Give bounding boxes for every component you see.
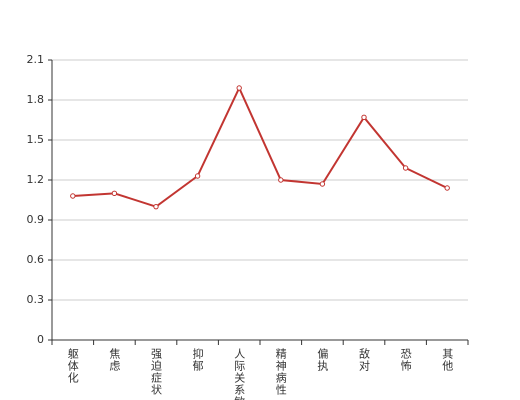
x-tick-label: 敌对 bbox=[358, 347, 371, 372]
x-tick-label: 其他 bbox=[441, 348, 454, 372]
point bbox=[111, 190, 118, 197]
y-tick-label: 0.6 bbox=[27, 253, 45, 266]
point bbox=[444, 185, 450, 191]
x-tick-label: 恐怖 bbox=[399, 348, 412, 372]
y-tick-label: 0.9 bbox=[27, 213, 45, 226]
x-tick-label: 精神病性 bbox=[274, 348, 287, 396]
x-tick-label: 抑郁 bbox=[191, 347, 204, 372]
point bbox=[402, 165, 409, 171]
x-tick-label: 躯体化 bbox=[66, 348, 79, 384]
point bbox=[236, 85, 242, 91]
y-tick-label: 0 bbox=[37, 333, 44, 346]
point bbox=[70, 193, 76, 199]
point bbox=[153, 203, 159, 210]
point bbox=[194, 173, 201, 179]
x-tick-label: 人际关系敏感 bbox=[233, 348, 246, 400]
x-tick-label: 强迫症状 bbox=[150, 348, 163, 396]
x-tick-label: 焦虑 bbox=[108, 348, 121, 372]
x-tick-label: 偏执 bbox=[316, 347, 329, 372]
y-tick-label: 1.2 bbox=[27, 173, 45, 186]
y-tick-label: 1.5 bbox=[27, 133, 45, 146]
y-tick-label: 0.3 bbox=[27, 293, 45, 306]
line bbox=[72, 85, 448, 208]
y-tick-label: 1.8 bbox=[27, 93, 45, 106]
point bbox=[278, 177, 284, 183]
point bbox=[319, 181, 326, 187]
point bbox=[361, 114, 367, 121]
y-tick-label: 2.1 bbox=[27, 53, 45, 66]
